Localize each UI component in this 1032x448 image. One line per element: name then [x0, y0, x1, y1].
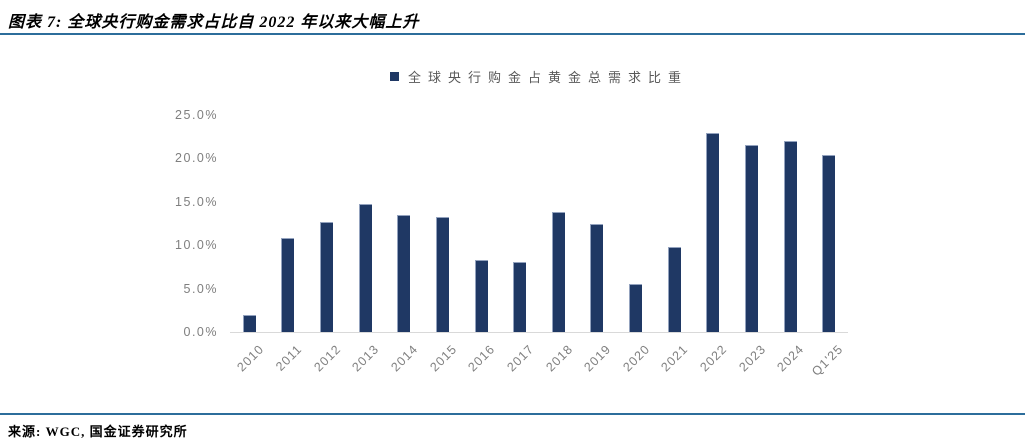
legend-label: 全球央行购金占黄金总需求比重	[407, 70, 688, 85]
y-tick-label: 5.0%	[183, 281, 218, 296]
x-tick-label: 2011	[273, 342, 305, 374]
bar-2022	[706, 133, 720, 332]
footer-divider	[0, 413, 1025, 415]
source-note: 来源: WGC, 国金证券研究所	[8, 424, 188, 439]
chart-legend: 全球央行购金占黄金总需求比重	[230, 67, 848, 86]
bar-2023	[744, 145, 758, 332]
x-tick-label: 2019	[581, 342, 614, 375]
bar-2017	[513, 262, 527, 332]
y-tick-label: 0.0%	[183, 325, 218, 339]
legend-square-icon	[389, 72, 399, 81]
title-divider	[0, 33, 1025, 35]
x-tick-label: 2018	[542, 342, 576, 375]
x-tick-label: 2012	[311, 342, 344, 375]
x-tick-label: 2020	[620, 342, 653, 375]
bar-2024	[783, 141, 797, 332]
x-tick-label: 2021	[658, 342, 692, 375]
bar-2014	[397, 215, 411, 332]
x-tick-label: 2013	[349, 342, 383, 375]
y-tick-label: 20.0%	[175, 151, 218, 166]
figure-title: 图表 7: 全球央行购金需求占比自 2022 年以来大幅上升	[8, 14, 420, 31]
x-tick-label: 2023	[735, 342, 769, 375]
bar-2010	[242, 315, 256, 332]
x-tick-label: 2022	[697, 342, 730, 375]
y-tick-label: 25.0%	[175, 108, 218, 122]
x-tick-label: 2010	[233, 342, 267, 375]
bar-2013	[358, 204, 372, 332]
x-axis-line	[230, 332, 848, 333]
bar-2018	[551, 212, 565, 332]
bar-Q1'25	[822, 155, 836, 332]
x-tick-label: 2016	[465, 342, 498, 375]
x-tick-label: 2015	[426, 342, 460, 375]
bar-2015	[435, 217, 449, 332]
bar-2019	[590, 224, 604, 332]
x-tick-label: 2014	[388, 342, 421, 375]
bar-2011	[281, 238, 295, 332]
x-tick-label: 2017	[504, 342, 537, 375]
bar-2021	[667, 247, 681, 332]
y-tick-label: 15.0%	[175, 194, 218, 209]
x-tick-label: Q1'25	[808, 342, 846, 379]
x-tick-label: 2024	[774, 342, 807, 375]
bar-2016	[474, 260, 488, 332]
bar-2012	[320, 222, 334, 332]
bar-2020	[629, 284, 643, 332]
y-tick-label: 10.0%	[175, 238, 218, 253]
